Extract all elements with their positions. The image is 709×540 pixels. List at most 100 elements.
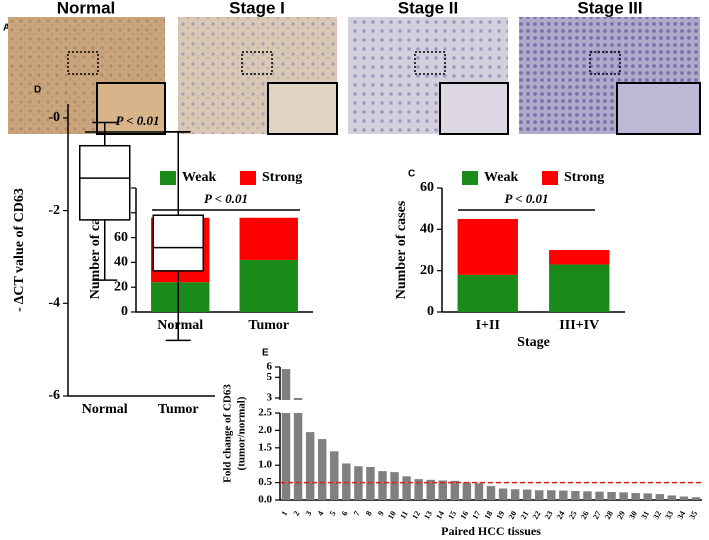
bar — [498, 488, 508, 500]
bar-segment — [457, 219, 518, 275]
y-tick-label: 2.5 — [258, 407, 272, 419]
y-tick-label: -4 — [48, 296, 60, 311]
panel-label: C — [408, 169, 415, 180]
legend-swatch — [240, 171, 256, 185]
x-tick-label: 29 — [615, 509, 627, 520]
bar — [571, 490, 580, 500]
x-tick-label: 35 — [687, 509, 699, 520]
x-tick-label: I+II — [476, 318, 500, 333]
y-axis-label: Number of cases — [88, 200, 103, 299]
x-tick-label: 23 — [543, 509, 555, 520]
x-axis-label: Paired HCC tissues — [441, 524, 541, 538]
significance-label: P < 0.01 — [115, 113, 159, 128]
legend-swatch — [542, 171, 558, 185]
y-tick-label: 40 — [114, 255, 128, 270]
bar-upper — [293, 397, 303, 400]
bar — [583, 491, 592, 500]
x-tick-label: Normal — [82, 402, 128, 417]
bar — [366, 466, 375, 500]
y-tick-label: 1.5 — [258, 441, 272, 453]
bar — [535, 490, 544, 500]
bar — [691, 497, 701, 500]
bar — [378, 471, 387, 500]
y-tick-label: -2 — [48, 203, 60, 218]
x-tick-label: Tumor — [158, 402, 199, 417]
bar — [619, 492, 628, 500]
x-tick-label: 19 — [495, 509, 507, 520]
x-tick-label: 8 — [364, 509, 374, 517]
micrograph-panels — [8, 17, 701, 135]
x-tick-label: 10 — [386, 509, 398, 520]
y-tick-label: 2.0 — [258, 424, 272, 436]
bar — [607, 491, 616, 500]
bar — [281, 413, 291, 500]
y-axis-label: - ΔCT value of CD63 — [12, 188, 27, 312]
bar — [305, 432, 315, 500]
inset — [616, 82, 701, 135]
y-tick-label: -6 — [48, 388, 60, 403]
significance-label: P < 0.01 — [204, 191, 248, 206]
inset — [439, 82, 509, 135]
bar — [414, 479, 423, 500]
bar — [450, 480, 460, 500]
y-tick-label: 40 — [420, 222, 434, 237]
zoom-box — [67, 51, 99, 75]
x-tick-label: 27 — [591, 509, 603, 520]
x-tick-label: 13 — [422, 509, 434, 520]
y-tick-label: 0.5 — [258, 476, 272, 488]
x-tick-label: 7 — [352, 509, 362, 517]
bar — [438, 480, 447, 500]
x-tick-label: 4 — [316, 509, 326, 517]
x-tick-label: 5 — [328, 509, 338, 517]
zoom-box — [414, 51, 446, 75]
bar — [342, 463, 351, 500]
box — [152, 214, 204, 272]
x-tick-label: 32 — [651, 509, 663, 520]
bar — [643, 493, 652, 500]
y-tick-label: 0.0 — [258, 494, 272, 506]
bar-segment — [239, 217, 298, 260]
bar-segment — [549, 264, 610, 312]
box — [79, 144, 131, 221]
inset — [267, 82, 338, 135]
bar — [474, 483, 484, 500]
y-tick-label: 1.0 — [258, 459, 272, 471]
bar-segment — [457, 274, 518, 312]
y-tick-label: -0 — [48, 110, 60, 125]
panel-label: D — [34, 85, 41, 96]
x-tick-label: 20 — [507, 509, 519, 520]
bar — [679, 496, 689, 500]
x-tick-label: 12 — [410, 509, 422, 520]
bar — [390, 472, 399, 500]
y-tick-label: 60 — [114, 230, 128, 245]
legend-label: Weak — [484, 170, 518, 185]
legend-label: Weak — [182, 170, 216, 185]
bar — [293, 413, 303, 500]
bar — [510, 489, 520, 500]
panel-title: Normal — [57, 0, 116, 17]
legend-label: Strong — [262, 170, 302, 185]
x-tick-label: 30 — [627, 509, 639, 520]
x-tick-label: 17 — [470, 509, 482, 520]
bar — [631, 493, 640, 500]
legend-label: Strong — [564, 170, 604, 185]
x-tick-label: 16 — [458, 509, 470, 520]
panel-label: A — [3, 23, 10, 34]
inset — [96, 82, 166, 135]
x-tick-label: III+IV — [559, 318, 599, 333]
y-tick-label: 60 — [420, 180, 434, 195]
bar-segment — [549, 250, 610, 265]
significance-label: P < 0.01 — [504, 191, 548, 206]
x-tick-label: 28 — [603, 509, 615, 520]
panel-title: Stage I — [229, 0, 285, 17]
x-tick-label: 2 — [292, 509, 302, 517]
x-tick-label: Normal — [157, 318, 203, 333]
x-tick-label: 31 — [639, 509, 651, 520]
bar-upper — [281, 369, 291, 400]
bar — [559, 490, 568, 500]
bar — [462, 482, 472, 500]
legend-swatch — [462, 171, 478, 185]
bar-segment — [151, 282, 210, 312]
bar — [522, 489, 532, 500]
x-tick-label: 15 — [446, 509, 458, 520]
